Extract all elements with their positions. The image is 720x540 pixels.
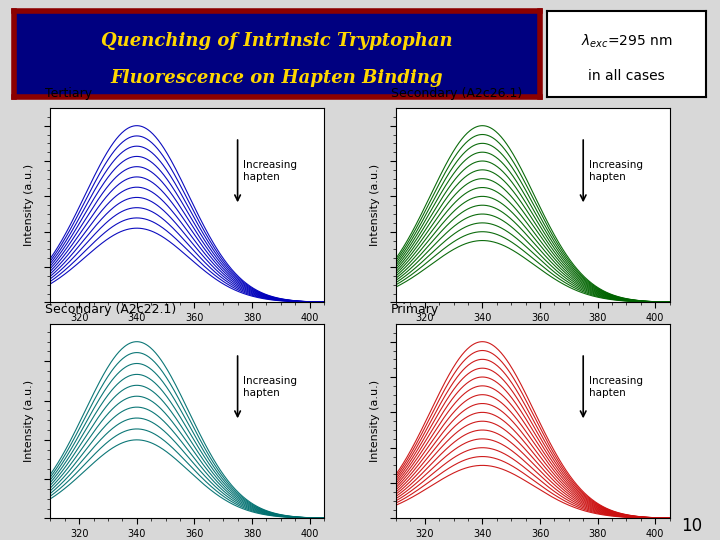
Text: Quenching of Intrinsic Tryptophan: Quenching of Intrinsic Tryptophan <box>102 32 453 50</box>
Text: $\lambda_{exc}$=295 nm: $\lambda_{exc}$=295 nm <box>580 32 672 50</box>
Text: in all cases: in all cases <box>588 69 665 83</box>
Y-axis label: Intensity (a.u.): Intensity (a.u.) <box>370 380 380 462</box>
X-axis label: Wavelength (nm): Wavelength (nm) <box>485 328 581 339</box>
Text: Secondary (A2c22.1): Secondary (A2c22.1) <box>45 303 176 316</box>
Text: Tertiary: Tertiary <box>45 87 92 100</box>
Text: Increasing
hapten: Increasing hapten <box>589 376 643 398</box>
Text: Increasing
hapten: Increasing hapten <box>589 160 643 182</box>
Text: Fluorescence on Hapten Binding: Fluorescence on Hapten Binding <box>111 69 444 87</box>
Y-axis label: Intensity (a.u.): Intensity (a.u.) <box>370 164 380 246</box>
Y-axis label: Intensity (a.u.): Intensity (a.u.) <box>24 164 35 246</box>
Text: Increasing
hapten: Increasing hapten <box>243 160 297 182</box>
Text: Primary: Primary <box>390 303 438 316</box>
Y-axis label: Intensity (a.u.): Intensity (a.u.) <box>24 380 35 462</box>
X-axis label: Wavelength (nm): Wavelength (nm) <box>139 328 235 339</box>
Text: Secondary (A2c26.1): Secondary (A2c26.1) <box>390 87 522 100</box>
Text: 10: 10 <box>681 517 702 535</box>
Text: Increasing
hapten: Increasing hapten <box>243 376 297 398</box>
